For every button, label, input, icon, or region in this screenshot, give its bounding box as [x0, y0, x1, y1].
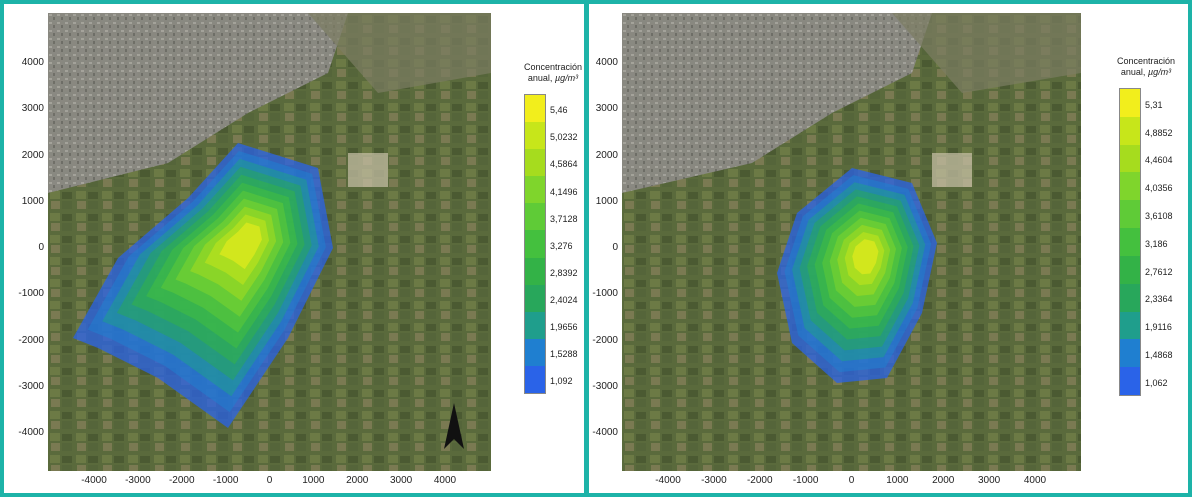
colorbar-level-label: 3,186 [1145, 238, 1168, 249]
colorbar-level-label: 4,5864 [550, 159, 578, 170]
y-tick-label: 1000 [595, 195, 618, 207]
north-arrow-icon [444, 403, 464, 449]
y-tick-label: -4000 [18, 427, 44, 438]
colorbar-level-label: 2,7612 [1145, 266, 1173, 277]
map-panel-left: Concentración anual, µg/m³ 4000 3000 2000 1… [4, 4, 584, 493]
colorbar-title-line1: Concentración [524, 62, 583, 72]
colorbar-right [1119, 88, 1141, 396]
y-tick-label: 3000 [21, 103, 44, 115]
y-tick-label: -1000 [18, 288, 44, 300]
colorbar-level-label: 1,4868 [1145, 350, 1173, 361]
colorbar-segment [525, 284, 545, 313]
y-tick-label: 1000 [21, 195, 44, 207]
y-tick-label: -2000 [592, 334, 618, 346]
x-tick-label: -2000 [746, 475, 773, 486]
colorbar-unit: µg/m³ [554, 73, 579, 83]
colorbar-level-label: 2,8392 [550, 267, 578, 278]
colorbar-segment [1120, 255, 1140, 285]
colorbar-segment [525, 230, 545, 259]
map-panel-right: Concentración anual, µg/m³ 4000 3000 2000 1… [589, 4, 1188, 493]
colorbar-level-label: 1,9116 [1145, 322, 1172, 333]
x-tick-label: -1000 [212, 475, 239, 486]
y-tick-label: 2000 [21, 149, 44, 161]
y-tick-label: -1000 [592, 288, 618, 300]
colorbar-segment [1120, 339, 1140, 368]
x-tick-label: 2000 [932, 475, 955, 486]
x-tick-label: 3000 [390, 475, 413, 486]
y-tick-label: 0 [38, 242, 44, 253]
x-tick-label: -4000 [655, 475, 681, 486]
colorbar-level-label: 1,5288 [550, 349, 578, 360]
y-tick-label: 3000 [595, 103, 618, 115]
x-tick-label: 1000 [302, 475, 325, 486]
colorbar-title-line1: Concentración [1117, 56, 1176, 66]
colorbar-segment [525, 311, 545, 340]
x-tick-label: 4000 [433, 475, 457, 486]
colorbar-level-label: 4,8852 [1145, 127, 1173, 138]
satellite-map-left [48, 13, 491, 471]
x-tick-label: -2000 [168, 475, 195, 486]
colorbar-level-label: 4,4604 [1145, 155, 1173, 166]
x-tick-label: 2000 [346, 475, 369, 486]
colorbar-level-label: 5,0232 [550, 132, 578, 143]
colorbar-left [524, 94, 546, 394]
y-tick-label: 4000 [595, 57, 618, 68]
colorbar-segment [1120, 172, 1140, 201]
colorbar-level-label: 3,7128 [550, 213, 578, 224]
colorbar-level-label: 3,6108 [1145, 210, 1173, 221]
colorbar-segment [525, 203, 545, 231]
concentration-contour [219, 222, 262, 270]
y-tick-label: -4000 [592, 427, 618, 438]
x-tick-label: -1000 [792, 475, 819, 486]
colorbar-level-label: 5,31 [1145, 99, 1163, 110]
colorbar-title-line2: anual, [527, 73, 555, 83]
y-tick-label: -3000 [592, 380, 618, 392]
colorbar-level-label: 2,3364 [1145, 294, 1173, 305]
x-tick-label: 0 [848, 475, 855, 486]
y-tick-label: -3000 [18, 380, 44, 392]
colorbar-segment [525, 338, 545, 367]
y-tick-label: 0 [612, 242, 618, 253]
colorbar-segment [1120, 144, 1140, 173]
colorbar-unit: µg/m³ [1147, 67, 1172, 77]
colorbar-level-label: 4,1496 [550, 186, 578, 197]
concentration-contour [852, 239, 879, 275]
x-tick-label: 4000 [1023, 475, 1047, 486]
y-tick-label: 4000 [21, 57, 44, 68]
colorbar-level-label: 2,4024 [550, 294, 578, 305]
y-tick-label: -2000 [18, 334, 44, 346]
colorbar-level-label: 1,062 [1145, 377, 1168, 388]
colorbar-title-right: Concentración anual, µg/m³ [1117, 56, 1175, 78]
colorbar-level-label: 5,46 [550, 105, 568, 116]
x-tick-label: -3000 [701, 475, 727, 486]
colorbar-title-line2: anual, [1120, 67, 1148, 77]
colorbar-segment [1120, 116, 1140, 146]
colorbar-segment [525, 122, 545, 150]
colorbar-level-label: 1,092 [550, 376, 573, 387]
colorbar-segment [1120, 283, 1140, 313]
colorbar-level-label: 1,9656 [550, 321, 578, 332]
x-tick-label: 3000 [978, 475, 1001, 486]
y-tick-label: 2000 [595, 149, 618, 161]
colorbar-segment [525, 365, 545, 394]
colorbar-segment [1120, 367, 1140, 396]
colorbar-segment [1120, 200, 1140, 229]
colorbar-segment [525, 257, 545, 286]
x-tick-label: 0 [266, 475, 273, 486]
x-tick-label: -4000 [81, 475, 107, 486]
satellite-map-right [622, 13, 1081, 471]
colorbar-segment [1120, 228, 1140, 257]
colorbar-segment [525, 176, 545, 204]
colorbar-segment [525, 149, 545, 177]
colorbar-segment [525, 95, 545, 123]
x-tick-label: -3000 [125, 475, 151, 486]
colorbar-title-left: Concentración anual, µg/m³ [524, 62, 582, 84]
colorbar-segment [1120, 89, 1140, 118]
colorbar-segment [1120, 311, 1140, 340]
colorbar-level-label: 3,276 [550, 240, 573, 251]
x-tick-label: 1000 [886, 475, 909, 486]
colorbar-level-label: 4,0356 [1145, 183, 1173, 194]
